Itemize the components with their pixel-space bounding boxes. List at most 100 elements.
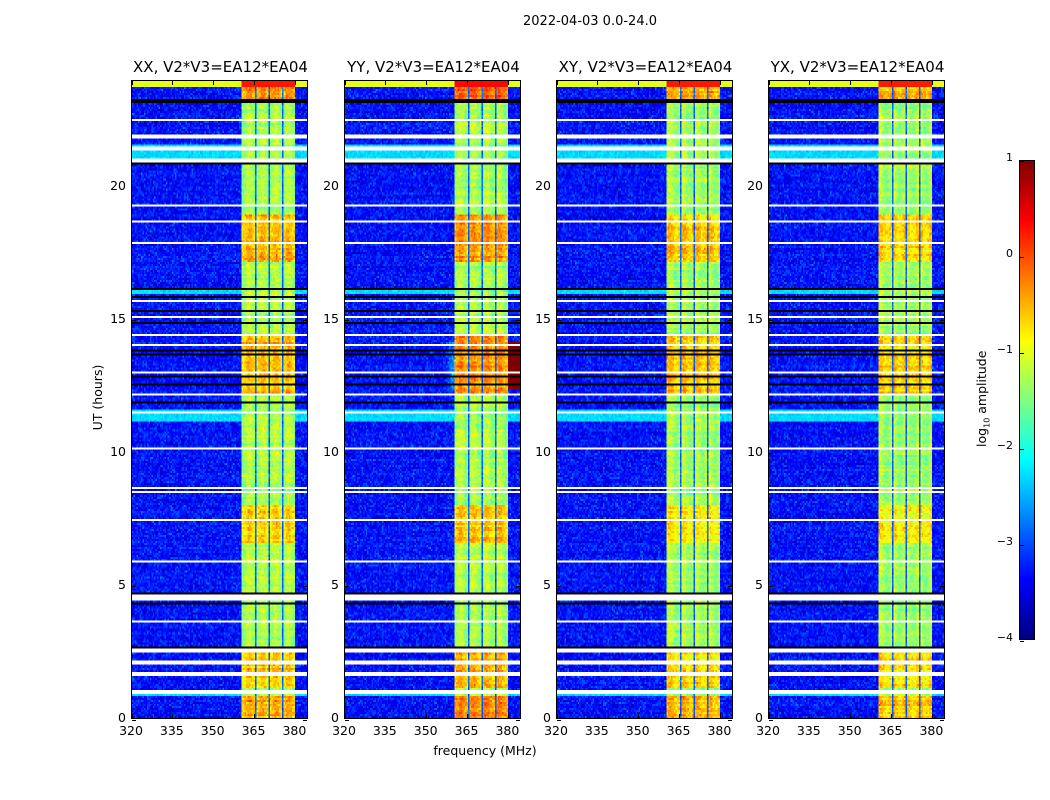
- y-tick-mark: [728, 719, 732, 721]
- colorbar-tick-label: 1: [1006, 151, 1013, 164]
- colorbar-tick-mark: [1020, 352, 1024, 354]
- x-tick-mark: [426, 714, 428, 718]
- heatmap-image: [132, 81, 307, 718]
- heatmap-panel: YY, V2*V3=EA12*EA04: [344, 58, 521, 721]
- x-tick-mark: [768, 714, 770, 718]
- x-tick-mark: [254, 714, 256, 718]
- x-tick-mark: [131, 81, 133, 85]
- y-tick-label: 10: [323, 443, 339, 459]
- y-tick-label: 15: [323, 310, 339, 326]
- heatmap-image: [557, 81, 732, 718]
- x-tick-label: 350: [413, 723, 438, 738]
- y-tick-mark: [132, 586, 136, 588]
- colorbar-tick-label: −3: [996, 535, 1013, 548]
- y-tick-label: 20: [747, 177, 763, 193]
- y-tick-label: 5: [543, 576, 551, 592]
- x-tick-label: 365: [666, 723, 691, 738]
- x-tick-label: 320: [756, 723, 780, 738]
- panel-title: YY, V2*V3=EA12*EA04: [347, 58, 520, 76]
- y-tick-label: 20: [323, 177, 339, 193]
- x-tick-label: 380: [495, 723, 520, 738]
- y-tick-mark: [303, 187, 307, 188]
- y-tick-mark: [345, 586, 349, 588]
- x-tick-label: 320: [332, 723, 356, 738]
- y-tick-label: 10: [535, 443, 551, 459]
- y-tick-label: 5: [331, 576, 339, 592]
- x-tick-label: 365: [878, 723, 903, 738]
- y-tick-mark: [132, 453, 136, 455]
- x-tick-mark: [172, 81, 174, 85]
- x-tick-mark: [507, 81, 509, 85]
- y-tick-label: 20: [110, 177, 126, 193]
- x-tick-label: 335: [159, 723, 184, 738]
- y-tick-label: 0: [331, 710, 339, 725]
- y-tick-mark: [769, 320, 773, 322]
- x-tick-mark: [556, 81, 558, 85]
- x-tick-mark: [507, 714, 509, 718]
- heatmap-image: [345, 81, 520, 718]
- x-tick-mark: [719, 714, 721, 718]
- y-tick-mark: [769, 586, 773, 588]
- y-tick-label: 10: [747, 443, 763, 459]
- colorbar-tick-label: −2: [996, 439, 1013, 452]
- x-tick-mark: [385, 714, 387, 718]
- y-tick-label: 20: [535, 177, 551, 193]
- colorbar-tick-mark: [1020, 448, 1024, 450]
- x-tick-mark: [719, 81, 721, 85]
- x-tick-mark: [891, 714, 893, 718]
- x-tick-mark: [597, 714, 599, 718]
- y-tick-mark: [303, 586, 307, 588]
- x-tick-mark: [679, 81, 681, 85]
- x-tick-label: 380: [919, 723, 944, 738]
- y-tick-mark: [345, 453, 349, 455]
- y-tick-mark: [516, 320, 520, 322]
- y-tick-mark: [516, 187, 520, 188]
- y-tick-mark: [769, 187, 773, 188]
- x-tick-mark: [294, 714, 296, 718]
- y-tick-mark: [769, 453, 773, 455]
- y-tick-mark: [345, 719, 349, 721]
- x-tick-mark: [213, 81, 215, 85]
- y-tick-mark: [557, 320, 561, 322]
- y-tick-mark: [728, 453, 732, 455]
- colorbar-label-sub: 10: [982, 417, 992, 428]
- y-tick-mark: [728, 586, 732, 588]
- x-tick-mark: [809, 81, 811, 85]
- x-tick-mark: [597, 81, 599, 85]
- colorbar-tick-mark: [1020, 160, 1024, 162]
- x-tick-label: 380: [282, 723, 307, 738]
- y-tick-mark: [940, 320, 944, 322]
- figure-title: 2022-04-03 0.0-24.0: [523, 14, 657, 29]
- x-tick-label: 335: [584, 723, 609, 738]
- x-tick-mark: [931, 81, 933, 85]
- x-tick-label: 350: [625, 723, 650, 738]
- y-tick-mark: [557, 453, 561, 455]
- x-tick-label: 335: [372, 723, 397, 738]
- y-tick-mark: [516, 453, 520, 455]
- x-tick-mark: [344, 714, 346, 718]
- x-tick-mark: [768, 81, 770, 85]
- x-tick-mark: [213, 714, 215, 718]
- x-tick-mark: [931, 714, 933, 718]
- y-tick-label: 0: [543, 710, 551, 725]
- x-tick-mark: [679, 714, 681, 718]
- heatmap-panel: XY, V2*V3=EA12*EA04: [556, 58, 733, 721]
- y-tick-mark: [516, 719, 520, 721]
- colorbar-tick-label: −1: [996, 343, 1013, 356]
- x-tick-label: 365: [241, 723, 266, 738]
- panel-title: YX, V2*V3=EA12*EA04: [770, 58, 945, 76]
- y-tick-label: 0: [118, 710, 126, 725]
- x-axis-label: frequency (MHz): [433, 743, 537, 758]
- x-tick-mark: [809, 714, 811, 718]
- colorbar-tick-mark: [1020, 640, 1024, 642]
- y-tick-mark: [345, 187, 349, 188]
- heatmap-image: [769, 81, 944, 718]
- y-tick-mark: [940, 586, 944, 588]
- y-tick-mark: [345, 320, 349, 322]
- heatmap-panel: XX, V2*V3=EA12*EA04: [131, 58, 308, 721]
- colorbar-tick-label: 0: [1006, 247, 1013, 260]
- colorbar-tick-mark: [1020, 544, 1024, 546]
- heatmap-panel: YX, V2*V3=EA12*EA04: [768, 58, 945, 721]
- x-tick-label: 365: [454, 723, 479, 738]
- x-tick-label: 335: [796, 723, 821, 738]
